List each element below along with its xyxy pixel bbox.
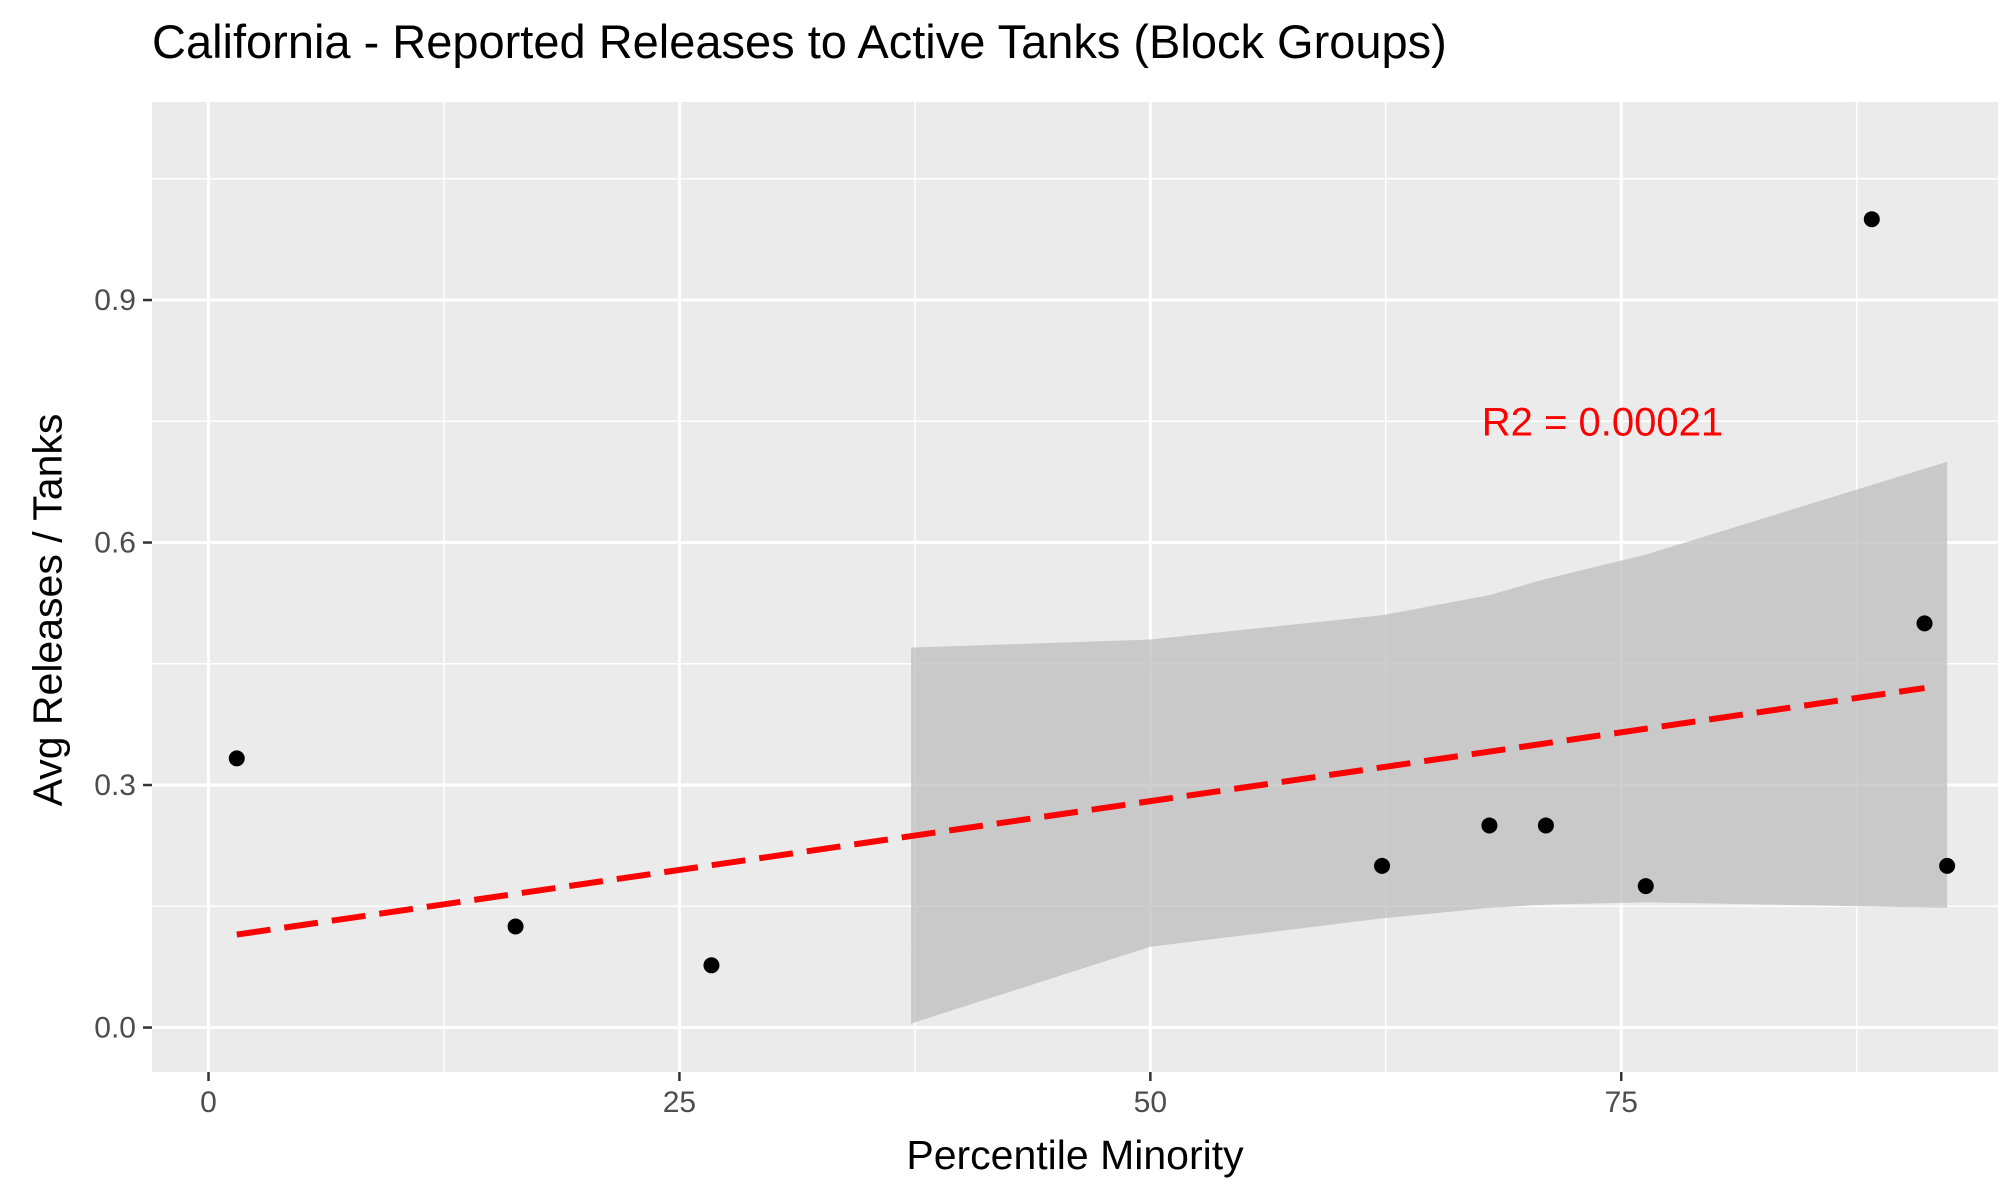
annotation-layer: R2 = 0.00021 — [1482, 400, 1723, 444]
data-point — [1939, 857, 1956, 874]
data-point — [1537, 817, 1554, 834]
y-tick-label: 0.3 — [94, 769, 136, 802]
x-axis: 0 25 50 75 — [200, 1072, 1638, 1119]
x-tick-label: 25 — [663, 1086, 696, 1119]
trend-line — [236, 685, 1925, 938]
x-tick-label: 50 — [1134, 1086, 1167, 1119]
r2-annotation: R2 = 0.00021 — [1482, 400, 1723, 444]
x-axis-label: Percentile Minority — [906, 1132, 1244, 1178]
chart-title: California - Reported Releases to Active… — [152, 15, 1447, 68]
data-point — [703, 957, 720, 974]
y-tick-label: 0.9 — [94, 284, 136, 317]
data-point — [1481, 817, 1498, 834]
data-point — [507, 918, 524, 935]
data-points — [228, 211, 1956, 974]
y-tick-label: 0.0 — [94, 1012, 136, 1045]
y-axis: 0.0 0.3 0.6 0.9 — [94, 284, 152, 1045]
x-tick-label: 0 — [200, 1086, 217, 1119]
data-point — [1637, 878, 1654, 895]
data-point — [1916, 615, 1933, 632]
data-point — [1863, 211, 1880, 228]
confidence-band-layer — [911, 461, 1948, 1024]
y-tick-label: 0.6 — [94, 527, 136, 560]
data-point — [1374, 857, 1391, 874]
trend-line-layer — [236, 685, 1925, 938]
confidence-band — [911, 461, 1948, 1024]
x-tick-label: 75 — [1605, 1086, 1638, 1119]
data-point — [228, 750, 245, 767]
